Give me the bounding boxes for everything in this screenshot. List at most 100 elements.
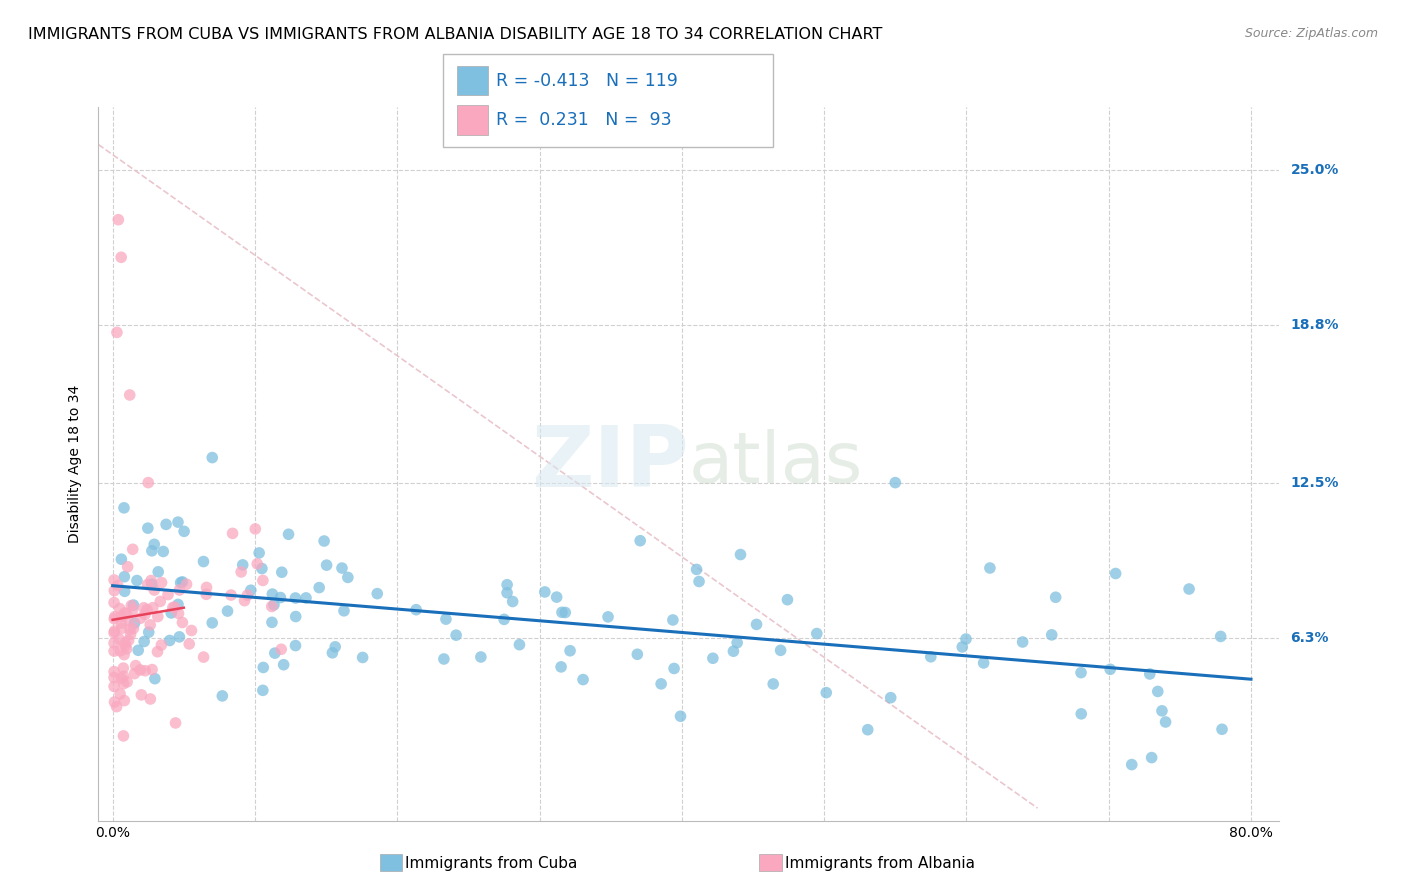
Point [118,388,141,402]
Point [112,570,135,584]
Point [114,636,136,650]
Point [628,533,651,548]
Point [496,586,519,600]
Point [551,605,574,619]
Text: R = -0.413   N = 119: R = -0.413 N = 119 [496,72,678,90]
Point [118,614,141,628]
Point [134,607,156,622]
Point [169,575,191,590]
Point [1070,706,1092,721]
Point [129,663,152,677]
Point [172,574,194,589]
Point [702,651,724,665]
Point [141,577,163,591]
Text: R =  0.231   N =  93: R = 0.231 N = 93 [496,112,672,129]
Point [138,625,160,640]
Point [273,657,295,672]
Point [762,677,785,691]
Point [745,617,768,632]
Point [167,598,190,612]
Point [110,250,132,264]
Point [159,633,181,648]
Point [1211,723,1233,737]
Point [104,609,127,624]
Point [330,561,353,575]
Point [247,546,270,560]
Point [146,645,169,659]
Point [979,561,1001,575]
Point [136,577,159,591]
Point [179,637,201,651]
Point [315,558,337,573]
Point [470,650,492,665]
Point [1070,665,1092,680]
Point [554,606,576,620]
Point [169,630,191,644]
Point [136,602,159,616]
Point [162,600,184,615]
Point [270,642,292,657]
Point [110,622,132,636]
Point [132,600,155,615]
Point [245,522,267,536]
Point [115,607,138,621]
Point [201,450,224,465]
Point [725,636,748,650]
Point [314,534,336,549]
Point [270,566,292,580]
Point [195,587,218,601]
Point [263,598,285,612]
Point [112,729,135,743]
Point [124,616,146,631]
Point [239,583,262,598]
Point [246,557,269,571]
Point [103,583,125,598]
Point [108,601,131,615]
Point [131,688,153,702]
Point [112,693,135,707]
Point [776,592,799,607]
Point [103,680,125,694]
Point [211,689,233,703]
Point [236,588,259,602]
Point [148,565,170,579]
Point [110,552,132,566]
Point [124,658,146,673]
Point [231,565,253,579]
Point [167,515,190,529]
Point [880,690,903,705]
Point [108,687,131,701]
Y-axis label: Disability Age 18 to 34: Disability Age 18 to 34 [69,384,83,543]
Point [277,527,299,541]
Point [550,660,572,674]
Point [136,521,159,535]
Point [352,650,374,665]
Text: Immigrants from Cuba: Immigrants from Cuba [405,856,578,871]
Point [263,646,285,660]
Point [139,574,162,588]
Point [955,632,977,646]
Point [284,591,307,605]
Point [284,639,307,653]
Point [1121,757,1143,772]
Point [110,609,132,624]
Point [596,610,619,624]
Point [105,699,128,714]
Point [125,574,148,588]
Point [252,574,274,588]
Point [173,524,195,539]
Point [496,578,519,592]
Point [201,615,224,630]
Point [688,574,710,589]
Point [107,578,129,592]
Point [163,600,186,615]
Point [112,669,135,683]
Text: ZIP: ZIP [531,422,689,506]
Point [114,639,136,653]
Point [103,644,125,658]
Point [103,573,125,587]
Point [1178,582,1201,596]
Point [856,723,879,737]
Point [143,672,166,686]
Point [103,636,125,650]
